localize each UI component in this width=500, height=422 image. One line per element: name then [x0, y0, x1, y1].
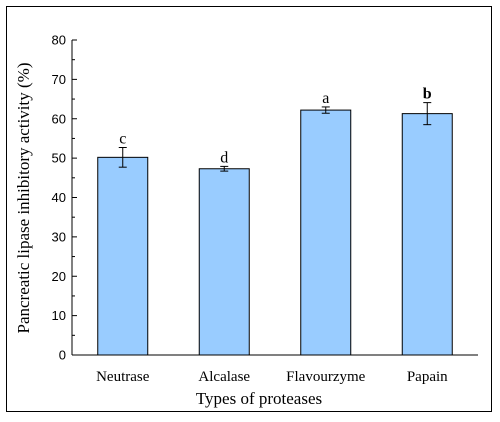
y-axis-title: Pancreatic lipase inhibitory activity (%…	[14, 63, 33, 334]
significance-label: c	[119, 130, 126, 147]
y-tick-label: 70	[52, 72, 66, 87]
bar-neutrase	[97, 156, 149, 356]
bar-papain	[401, 113, 453, 356]
y-tick-label: 20	[52, 269, 66, 284]
significance-label: b	[423, 86, 432, 103]
y-tick-label: 80	[52, 33, 66, 48]
y-tick-label: 10	[52, 308, 66, 323]
x-tick-label: Flavourzyme	[286, 369, 365, 385]
bar-flavourzyme	[300, 109, 352, 356]
y-axis: 0 10 20 30 40 50 60 70 80	[52, 33, 77, 363]
y-tick-label: 50	[52, 151, 66, 166]
x-tick-label: Papain	[407, 369, 448, 385]
y-tick-label: 30	[52, 229, 66, 244]
y-tick-label: 0	[59, 348, 66, 363]
significance-label: a	[322, 90, 329, 107]
x-axis: Neutrase Alcalase Flavourzyme Papain	[72, 354, 478, 385]
y-tick-label: 60	[52, 111, 66, 126]
significance-label: d	[220, 149, 228, 166]
bars: c d a b	[97, 86, 453, 356]
x-tick-label: Neutrase	[96, 369, 150, 385]
x-axis-title: Types of proteases	[196, 389, 322, 408]
x-tick-label: Alcalase	[198, 369, 250, 385]
y-tick-label: 40	[52, 190, 66, 205]
bar-alcalase	[198, 168, 250, 356]
